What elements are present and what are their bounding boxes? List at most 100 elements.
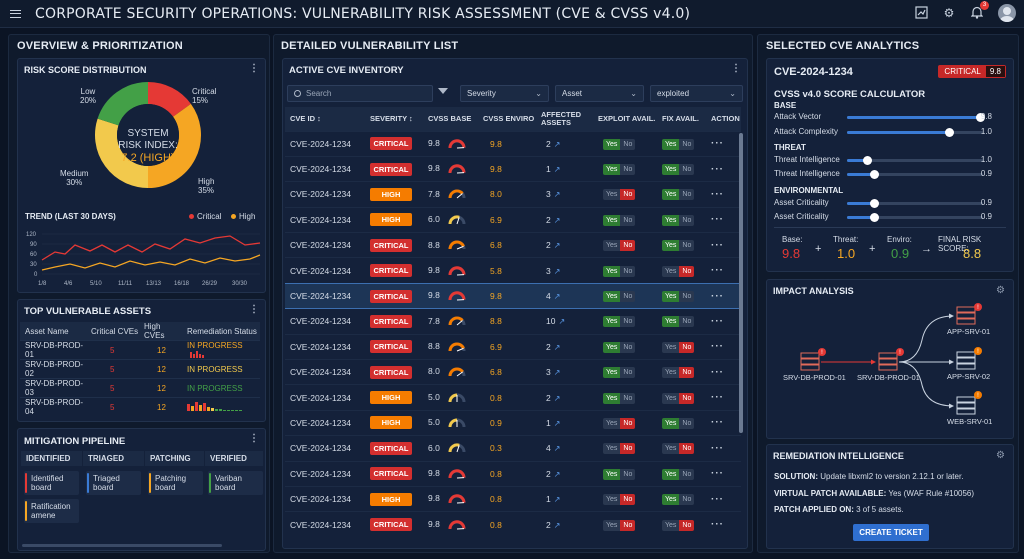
cve-id[interactable]: CVE-2024-1234 [285, 206, 365, 233]
table-row[interactable]: CVE-2024-1234 CRITICAL 8.8 6.9 2 ↗ Yes No Yes No ·… [285, 333, 741, 360]
avatar[interactable] [998, 4, 1016, 22]
table-scrollbar[interactable] [739, 133, 743, 433]
affected-link-icon[interactable]: ↗ [553, 165, 561, 175]
exploit-toggle[interactable]: Yes No [593, 206, 657, 233]
search-input[interactable]: Search [287, 85, 433, 102]
row-actions-icon[interactable]: ··· [706, 308, 741, 335]
table-row[interactable]: CVE-2024-1234 CRITICAL 7.8 8.8 10 ↗ Yes No Yes No… [285, 308, 741, 335]
row-actions-icon[interactable]: ··· [706, 130, 741, 157]
table-row[interactable]: CVE-2024-1234 CRITICAL 6.0 0.3 4 ↗ Yes No Yes No ·… [285, 435, 741, 462]
slider-handle[interactable] [945, 128, 954, 137]
menu-icon[interactable] [10, 9, 21, 18]
table-row[interactable]: CVE-2024-1234 CRITICAL 9.8 0.8 2 ↗ Yes No Yes No ·… [285, 511, 741, 538]
fix-toggle[interactable]: Yes No [657, 130, 706, 157]
col-affected-assets[interactable]: AFFECTED ASSETS [536, 107, 593, 131]
pipeline-scrollbar[interactable] [22, 544, 222, 547]
score-slider[interactable] [847, 170, 983, 179]
slider-handle[interactable] [870, 170, 880, 179]
exploit-toggle[interactable]: Yes No [593, 181, 657, 208]
affected-link-icon[interactable]: ↗ [553, 495, 561, 505]
fix-toggle[interactable]: Yes No [657, 333, 706, 360]
col-cvss-enviro[interactable]: CVSS ENVIRO [478, 107, 536, 131]
exploit-toggle[interactable]: Yes No [593, 485, 657, 512]
gear-icon[interactable]: ⚙ [943, 6, 955, 20]
score-slider[interactable] [847, 199, 983, 208]
table-row[interactable]: CVE-2024-1234 CRITICAL 9.8 0.8 2 ↗ Yes No Yes No ·… [285, 460, 741, 487]
severity-filter[interactable]: Severity ⌄ [460, 85, 549, 102]
cve-id[interactable]: CVE-2024-1234 [285, 460, 365, 487]
table-row[interactable]: CVE-2024-1234 HIGH 6.0 6.9 2 ↗ Yes No Yes No ··· [285, 206, 741, 233]
fix-toggle[interactable]: Yes No [657, 232, 706, 258]
exploit-toggle[interactable]: Yes No [593, 359, 657, 385]
cve-id[interactable]: CVE-2024-1234 [285, 485, 365, 512]
exploit-toggle[interactable]: Yes No [593, 130, 657, 157]
cve-id[interactable]: CVE-2024-1234 [285, 257, 365, 284]
cve-id[interactable]: CVE-2024-1234 [285, 333, 365, 360]
col-cvss-base[interactable]: CVSS BASE [423, 107, 478, 131]
pipeline-card[interactable]: Ratification amene [24, 499, 79, 523]
row-actions-icon[interactable]: ··· [706, 409, 741, 436]
cve-id[interactable]: CVE-2024-1234 [285, 232, 365, 258]
gear-icon[interactable]: ⚙ [996, 285, 1005, 296]
more-options-icon[interactable]: ⋮ [731, 63, 741, 74]
fix-toggle[interactable]: Yes No [657, 257, 706, 284]
affected-link-icon[interactable]: ↗ [553, 393, 561, 403]
table-row[interactable]: CVE-2024-1234 CRITICAL 8.0 6.8 3 ↗ Yes No Yes No ·… [285, 359, 741, 385]
exploit-toggle[interactable]: Yes No [593, 460, 657, 487]
exploit-toggle[interactable]: Yes No [593, 384, 657, 411]
cve-id[interactable]: CVE-2024-1234 [285, 359, 365, 385]
score-slider[interactable] [847, 128, 983, 137]
score-slider[interactable] [847, 213, 983, 222]
filter-icon[interactable] [438, 88, 448, 94]
row-actions-icon[interactable]: ··· [706, 282, 741, 310]
affected-link-icon[interactable]: ↗ [553, 190, 561, 200]
score-slider[interactable] [847, 156, 983, 165]
table-row[interactable]: SRV-DB-PROD-02 5 12 IN PROGRESS [20, 359, 260, 379]
fix-toggle[interactable]: Yes No [657, 206, 706, 233]
pipeline-card[interactable]: Triaged board [86, 471, 141, 495]
slider-handle[interactable] [863, 156, 873, 165]
pipeline-card[interactable]: Identified board [24, 471, 79, 495]
row-actions-icon[interactable]: ··· [706, 384, 741, 411]
row-actions-icon[interactable]: ··· [706, 460, 741, 487]
gear-icon[interactable]: ⚙ [996, 450, 1005, 461]
row-actions-icon[interactable]: ··· [706, 206, 741, 233]
cve-id[interactable]: CVE-2024-1234 [285, 384, 365, 411]
cve-id[interactable]: CVE-2024-1234 [285, 511, 365, 538]
exploit-toggle[interactable]: Yes No [593, 435, 657, 462]
table-row[interactable]: SRV-DB-PROD-01 5 12 IN PROGRESS [20, 340, 260, 360]
cve-id[interactable]: CVE-2024-1234 [285, 282, 365, 310]
asset-filter[interactable]: Asset ⌄ [555, 85, 644, 102]
table-row[interactable]: CVE-2024-1234 HIGH 7.8 8.0 3 ↗ Yes No Yes No ··· [285, 181, 741, 208]
cve-id[interactable]: CVE-2024-1234 [285, 409, 365, 436]
exploit-toggle[interactable]: Yes No [593, 282, 657, 310]
affected-link-icon[interactable]: ↗ [553, 241, 561, 251]
fix-toggle[interactable]: Yes No [657, 359, 706, 385]
table-row[interactable]: CVE-2024-1234 HIGH 5.0 0.8 2 ↗ Yes No Yes No ··· [285, 384, 741, 411]
cve-id[interactable]: CVE-2024-1234 [285, 308, 365, 335]
fix-toggle[interactable]: Yes No [657, 282, 706, 310]
more-options-icon[interactable]: ⋮ [249, 304, 259, 315]
col-fix-avail[interactable]: FIX AVAIL. [657, 107, 706, 131]
exploit-toggle[interactable]: Yes No [593, 232, 657, 258]
row-actions-icon[interactable]: ··· [706, 257, 741, 284]
affected-link-icon[interactable]: ↗ [553, 368, 561, 378]
col-cve-id[interactable]: CVE ID ↕ [285, 107, 365, 131]
fix-toggle[interactable]: Yes No [657, 435, 706, 462]
fix-toggle[interactable]: Yes No [657, 485, 706, 512]
slider-handle[interactable] [870, 213, 880, 222]
report-icon[interactable] [914, 6, 928, 20]
fix-toggle[interactable]: Yes No [657, 384, 706, 411]
table-row[interactable]: CVE-2024-1234 HIGH 9.8 0.8 1 ↗ Yes No Yes No ··· [285, 485, 741, 512]
row-actions-icon[interactable]: ··· [706, 511, 741, 538]
fix-toggle[interactable]: Yes No [657, 409, 706, 436]
affected-link-icon[interactable]: ↗ [553, 444, 561, 454]
cve-id[interactable]: CVE-2024-1234 [285, 181, 365, 208]
table-row[interactable]: CVE-2024-1234 CRITICAL 9.8 9.8 4 ↗ Yes No Yes No ·… [285, 282, 741, 310]
score-slider[interactable] [847, 113, 986, 122]
table-row[interactable]: CVE-2024-1234 CRITICAL 9.8 9.8 2 ↗ Yes No Yes No ·… [285, 130, 741, 157]
more-options-icon[interactable]: ⋮ [249, 63, 259, 74]
create-ticket-button[interactable]: CREATE TICKET [853, 524, 929, 541]
table-row[interactable]: CVE-2024-1234 HIGH 5.0 0.9 1 ↗ Yes No Yes No ··· [285, 409, 741, 436]
table-row[interactable]: CVE-2024-1234 CRITICAL 9.8 9.8 1 ↗ Yes No Yes No ·… [285, 155, 741, 182]
